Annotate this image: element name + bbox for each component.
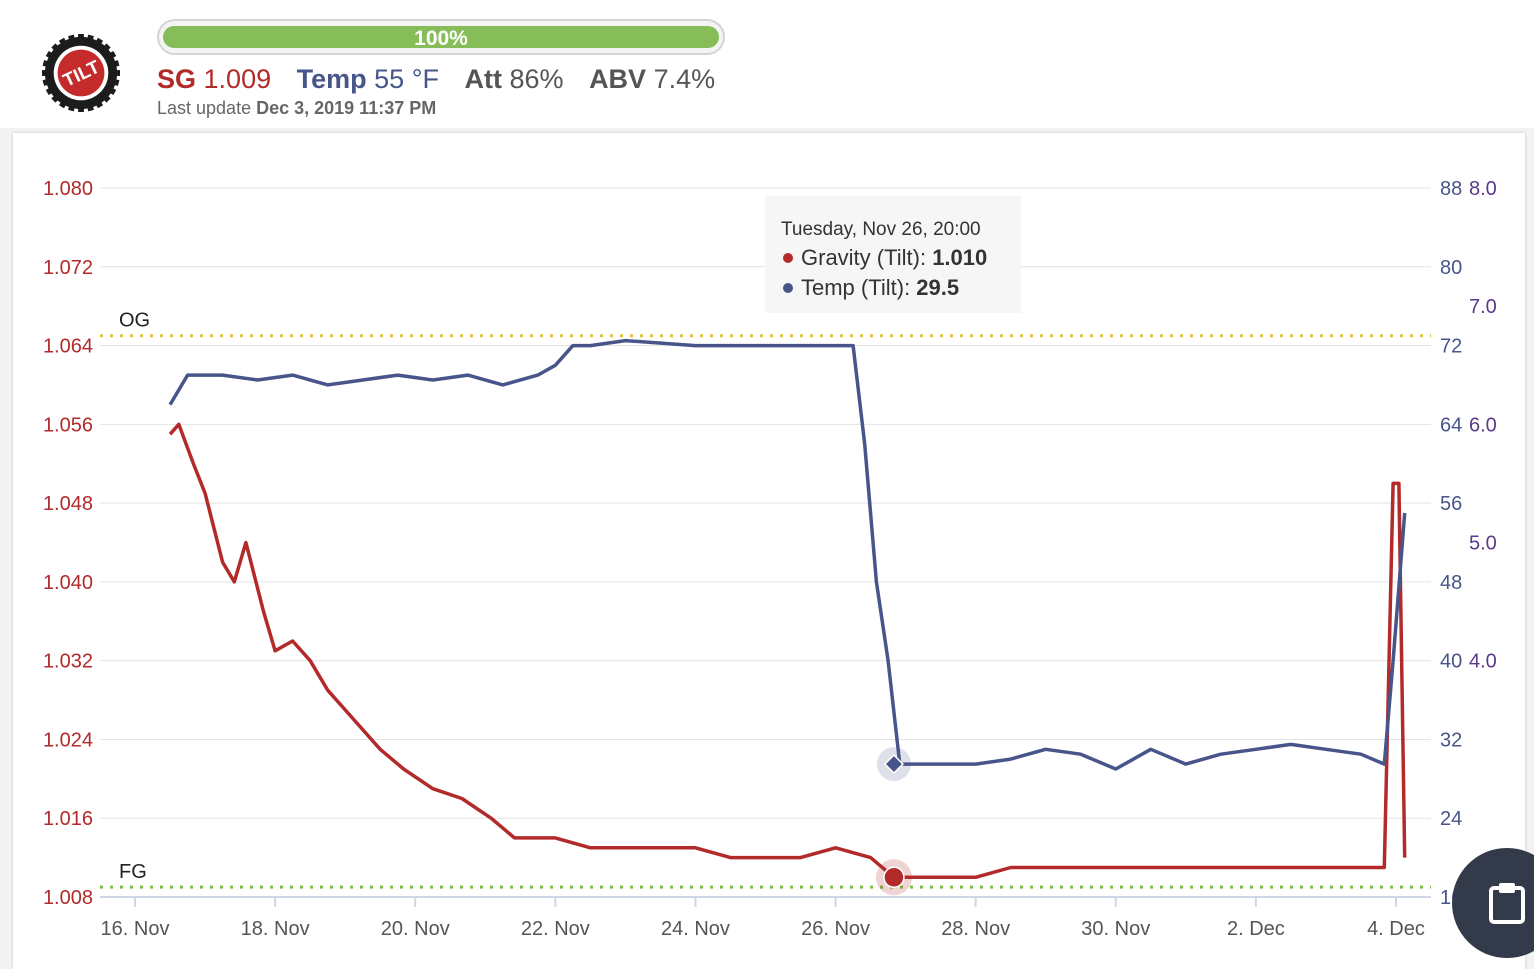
y-right2-tick-label: 8.0 <box>1469 178 1497 200</box>
gear-icon <box>42 34 120 112</box>
stat-att: Att 86% <box>465 64 564 94</box>
x-tick-label: 28. Nov <box>941 918 1010 940</box>
tooltip-series-value: 1.010 <box>932 245 987 270</box>
y-right-tick-label: 40 <box>1440 651 1462 673</box>
stat-abv: ABV 7.4% <box>589 64 715 94</box>
stat-value: 86% <box>509 64 564 94</box>
tooltip-row: Temp (Tilt): 29.5 <box>801 275 959 300</box>
y-right-tick-label: 48 <box>1440 572 1462 594</box>
clipboard-button[interactable] <box>1452 848 1534 958</box>
last-update-label: Last update <box>157 98 252 118</box>
stats-row: SG 1.009 Temp 55 °F Att 86% ABV 7.4% <box>157 64 733 95</box>
tilt-logo: TILT <box>42 34 120 112</box>
tooltip-row: Gravity (Tilt): 1.010 <box>801 245 987 270</box>
progress-bar: 100% <box>157 19 725 55</box>
stat-temp: Temp 55 °F <box>297 64 439 94</box>
x-tick-label: 26. Nov <box>801 918 870 940</box>
y-right-tick-label: 72 <box>1440 336 1462 358</box>
stat-name: Att <box>464 64 502 94</box>
y-right2-tick-label: 6.0 <box>1469 414 1497 436</box>
tooltip-series-name: Temp (Tilt): <box>801 275 916 300</box>
y-left-tick-label: 1.016 <box>43 808 93 830</box>
y-left-tick-label: 1.040 <box>43 572 93 594</box>
reference-label-og: OG <box>119 310 150 332</box>
y-right2-tick-label: 7.0 <box>1469 296 1497 318</box>
tooltip-series-dot <box>783 283 793 293</box>
y-right-tick-label: 88 <box>1440 178 1462 200</box>
y-left-tick-label: 1.064 <box>43 336 93 358</box>
y-left-tick-label: 1.024 <box>43 729 93 751</box>
header: TILT 100% SG 1.009 Temp 55 °F Att 86% AB… <box>0 0 1534 128</box>
tooltip-background <box>765 196 1021 313</box>
y-right2-tick-label: 5.0 <box>1469 533 1497 555</box>
reference-label-fg: FG <box>119 861 147 883</box>
stat-sg: SG 1.009 <box>157 64 271 94</box>
series-line-gravity <box>168 422 1407 880</box>
x-tick-label: 18. Nov <box>241 918 310 940</box>
gravity-hover-marker <box>883 866 905 889</box>
gravity-temp-chart[interactable]: 1.080 1.072 1.064 1.056 1.048 1.040 1.032 1.024… <box>13 133 1525 969</box>
stat-name: Temp <box>296 64 367 94</box>
y-left-tick-label: 1.008 <box>43 887 93 909</box>
x-tick-label: 16. Nov <box>101 918 170 940</box>
last-update: Last update Dec 3, 2019 11:37 PM <box>157 98 436 119</box>
x-tick-label: 30. Nov <box>1081 918 1150 940</box>
y-right-tick-label: 24 <box>1440 808 1462 830</box>
chart-card: 1.080 1.072 1.064 1.056 1.048 1.040 1.032 1.024… <box>13 133 1525 969</box>
stat-value: 1.009 <box>203 64 272 94</box>
chart-tooltip: Tuesday, Nov 26, 20:00 Gravity (Tilt): 1.… <box>765 196 1021 313</box>
x-tick-label: 4. Dec <box>1367 918 1425 940</box>
y-left-tick-label: 1.080 <box>43 178 93 200</box>
last-update-value: Dec 3, 2019 11:37 PM <box>256 98 437 118</box>
x-tick-label: 22. Nov <box>521 918 590 940</box>
tooltip-series-name: Gravity (Tilt): <box>801 245 932 270</box>
series-line-temp <box>168 338 1407 771</box>
temp-hover-marker <box>883 754 904 775</box>
stat-name: SG <box>157 64 197 94</box>
y-right2-tick-label: 4.0 <box>1469 651 1497 673</box>
progress-fill <box>163 26 719 48</box>
tooltip-series-value: 29.5 <box>916 275 959 300</box>
tooltip-title: Tuesday, Nov 26, 20:00 <box>781 219 981 240</box>
y-right-tick-label: 32 <box>1440 729 1462 751</box>
x-tick-label: 24. Nov <box>661 918 730 940</box>
progress-label: 100% <box>414 27 468 50</box>
y-left-tick-label: 1.072 <box>43 257 93 279</box>
stat-value: 55 °F <box>374 64 439 94</box>
y-right-tick-label: 80 <box>1440 257 1462 279</box>
y-left-tick-label: 1.056 <box>43 414 93 436</box>
x-tick-label: 20. Nov <box>381 918 450 940</box>
stat-name: ABV <box>589 64 647 94</box>
x-tick-label: 2. Dec <box>1227 918 1285 940</box>
y-right-tick-label: 56 <box>1440 493 1462 515</box>
stat-value: 7.4% <box>653 64 716 94</box>
y-left-tick-label: 1.048 <box>43 493 93 515</box>
y-right-tick-label: 64 <box>1440 414 1462 436</box>
tooltip-series-dot <box>783 253 793 263</box>
y-left-tick-label: 1.032 <box>43 651 93 673</box>
clipboard-icon <box>1489 883 1525 924</box>
